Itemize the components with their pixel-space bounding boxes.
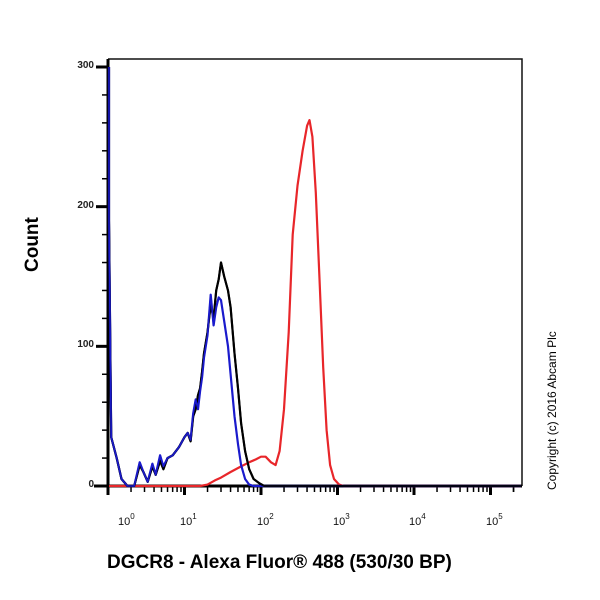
x-tick-label: 102 bbox=[257, 512, 274, 528]
series-blue-line bbox=[107, 67, 521, 488]
x-tick-label: 100 bbox=[118, 512, 135, 528]
x-axis bbox=[94, 484, 522, 495]
x-tick-label: 105 bbox=[486, 512, 503, 528]
y-axis bbox=[96, 59, 110, 494]
y-tick-label: 0 bbox=[88, 479, 94, 490]
y-axis-label: Count bbox=[22, 217, 43, 272]
series-black-overlay bbox=[108, 67, 521, 487]
x-axis-label: DGCR8 - Alexa Fluor® 488 (530/30 BP) bbox=[107, 552, 452, 573]
x-tick-label: 103 bbox=[333, 512, 350, 528]
series-group bbox=[107, 67, 521, 488]
x-tick-label: 101 bbox=[180, 512, 197, 528]
series-black-line bbox=[107, 67, 521, 488]
copyright-notice: Copyright (c) 2016 Abcam Plc bbox=[545, 331, 559, 490]
plot-frame bbox=[108, 58, 523, 486]
y-tick-label: 300 bbox=[77, 60, 94, 71]
y-tick-label: 100 bbox=[77, 339, 94, 351]
y-tick-label: 200 bbox=[77, 199, 94, 211]
x-tick-label: 104 bbox=[409, 512, 426, 528]
series-blue-overlay bbox=[108, 67, 220, 487]
series-red-line bbox=[109, 119, 521, 488]
